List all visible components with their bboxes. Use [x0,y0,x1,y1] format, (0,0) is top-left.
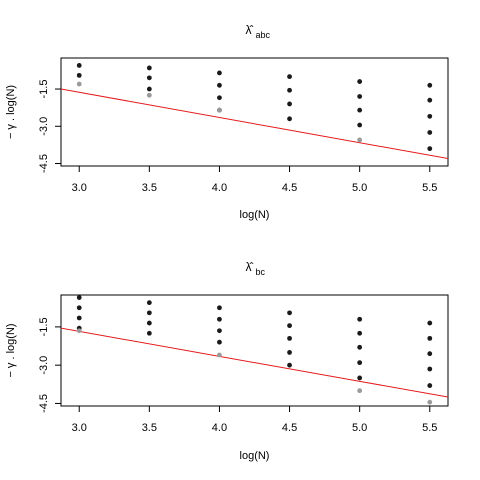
data-point-gray [357,137,363,143]
data-point [217,305,222,311]
y-tick-label: -4.5 [38,154,50,173]
data-point [76,63,82,68]
data-point [357,375,363,381]
data-point [427,130,433,135]
data-point-gray [357,388,363,394]
data-point [287,101,292,107]
data-point [146,330,152,336]
plot-frame [60,294,449,407]
data-point [76,315,82,321]
data-point [287,323,292,329]
y-tick-label: -3.0 [38,356,50,375]
data-point [76,305,82,311]
y-tick-label: -3.0 [38,117,50,136]
y-axis-label: − γ . log(N) [5,323,17,377]
data-point [146,75,152,81]
data-point-gray [76,81,82,87]
plot-frame [60,57,449,167]
x-tick-label: 5.5 [422,422,437,434]
data-point [287,116,292,122]
plot-title: λ̂ [246,260,254,274]
data-point [287,87,292,93]
data-point [427,351,433,357]
data-point [357,107,363,113]
data-point [357,344,363,350]
data-point [287,350,292,355]
data-point [217,339,222,345]
x-tick-label: 4.5 [282,422,297,434]
fit-line [61,88,448,160]
data-point [287,310,292,316]
y-tick-label: -4.5 [38,394,50,413]
title-symbol: λ̂ [246,23,254,37]
data-point [217,70,222,76]
y-tick-label: -1.5 [38,80,50,99]
data-point [427,97,433,103]
data-point [146,310,152,316]
x-tick-label: 5.5 [422,182,437,194]
data-point [357,122,363,128]
data-point [287,362,292,368]
data-point [427,113,433,119]
y-axis-label: − γ . log(N) [5,85,17,139]
data-point [427,335,433,341]
data-point [427,383,433,388]
y-tick-label: -1.5 [38,317,50,336]
data-point [76,295,82,300]
data-point [146,86,152,92]
data-point [357,330,363,336]
data-point [357,360,363,366]
fit-line [61,327,448,398]
data-point [146,300,152,306]
data-point [76,72,82,78]
x-tick-label: 5.0 [352,422,367,434]
plot-title: λ̂ [246,23,254,37]
data-point [427,366,433,372]
data-point [357,79,363,84]
x-axis-label: log(N) [240,209,270,221]
data-point [427,320,433,326]
x-tick-label: 3.0 [72,182,87,194]
data-point [217,82,222,88]
data-point [357,94,363,99]
panel-2: 3.0 3.5 4.0 4.5 5.0 5.5 -1.5 -3.0 -4.5 λ̂ bc log(N)… [5,260,449,462]
x-tick-label: 5.0 [352,182,367,194]
data-point-gray [76,328,82,334]
data-point-gray [427,399,433,405]
data-point-gray [217,352,222,358]
data-point-gray [217,107,222,113]
x-axis-label: log(N) [240,450,270,462]
data-point [217,95,222,101]
x-tick-label: 4.0 [212,182,227,194]
x-tick-label: 4.5 [282,182,297,194]
x-tick-label: 3.5 [142,422,157,434]
data-point [217,316,222,322]
data-point [357,316,363,322]
x-tick-label: 3.0 [72,422,87,434]
x-tick-label: 4.0 [212,422,227,434]
data-point [146,320,152,326]
x-tick-label: 3.5 [142,182,157,194]
data-point [217,328,222,334]
data-point [427,146,433,152]
title-symbol: λ̂ [246,260,254,274]
data-point-gray [146,92,152,98]
data-point [287,335,292,341]
data-point [287,74,292,80]
panel-1: 3.0 3.5 4.0 4.5 5.0 5.5 -1.5 -3.0 -4.5 λ̂ abc log(N… [5,23,449,221]
plot-title-subscript: bc [256,267,266,277]
plot-title-subscript: abc [256,30,271,40]
data-point [427,82,433,88]
data-point [146,65,152,71]
